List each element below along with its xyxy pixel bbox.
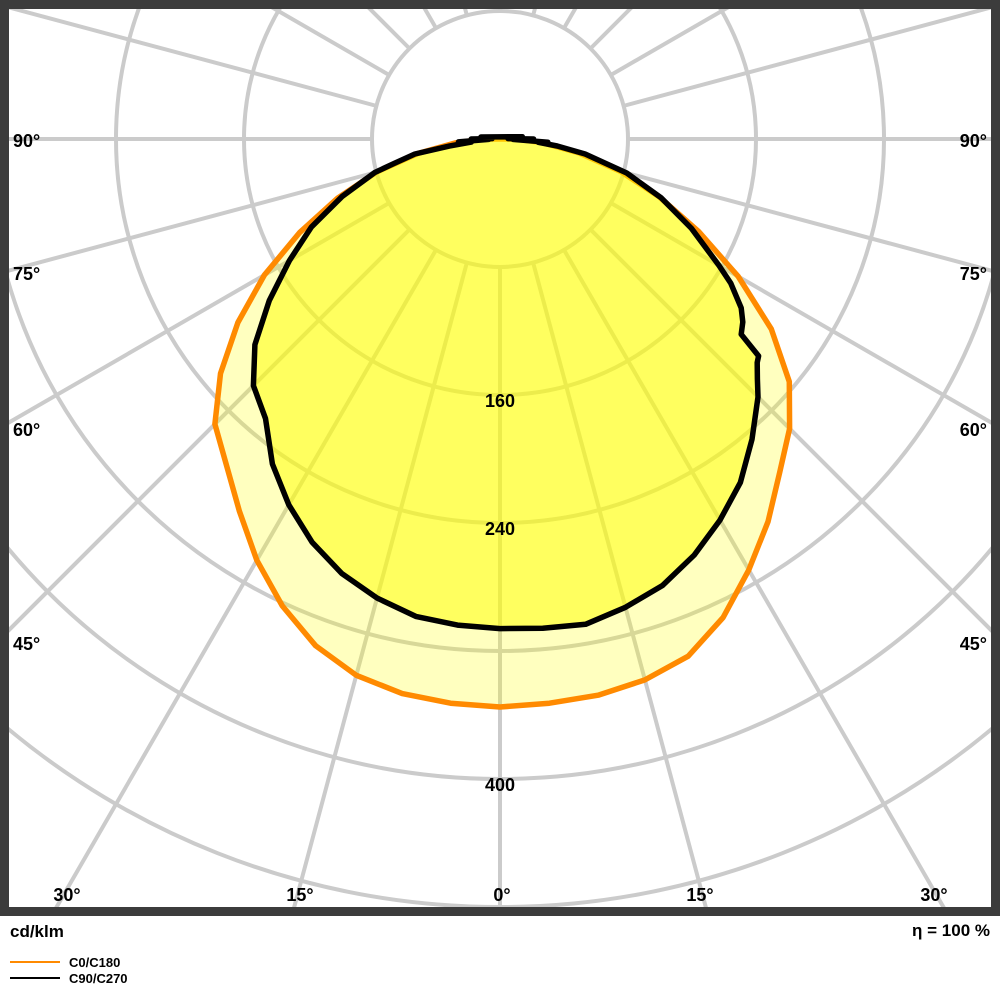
legend-label-c0-c180: C0/C180: [69, 954, 121, 970]
efficiency-label: η = 100 %: [912, 921, 990, 940]
grid-radial-line: [609, 201, 991, 425]
ring-value-label: 400: [485, 775, 515, 795]
ring-value-label: 160: [485, 391, 515, 411]
angle-label-right: 90°: [960, 131, 987, 151]
angle-label-left: 90°: [13, 131, 40, 151]
curves: [212, 133, 793, 710]
legend-item-c0-c180: C0/C180: [10, 954, 128, 970]
angle-label-bottom: 0°: [493, 885, 510, 905]
grid-radial-line: [609, 9, 730, 77]
angle-label-left: 60°: [13, 420, 40, 440]
legend-line-c0-c180: [10, 961, 60, 963]
chart-labels: 160 240 400 90° 90° 75° 75° 60° 60° 45° 45° 30° 15° 0…: [13, 131, 987, 905]
angle-label-left: 75°: [13, 264, 40, 284]
grid-radial-line: [9, 170, 377, 273]
legend-item-c90-c270: C90/C270: [10, 970, 128, 986]
angle-label-right: 60°: [960, 420, 987, 440]
chart-frame: [0, 0, 1000, 916]
legend-line-c90-c270: [10, 977, 60, 979]
grid-radial-line: [9, 201, 391, 425]
angle-label-bottom: 15°: [286, 885, 313, 905]
angle-label-bottom: 30°: [53, 885, 80, 905]
grid-radial-line: [623, 9, 991, 108]
angle-label-right: 45°: [960, 634, 987, 654]
grid-radial-line: [9, 9, 377, 108]
angle-label-bottom: 15°: [686, 885, 713, 905]
legend-label-c90-c270: C90/C270: [69, 970, 128, 986]
ring-value-label: 240: [485, 519, 515, 539]
grid-radial-line: [270, 9, 391, 77]
unit-label: cd/klm: [10, 922, 64, 941]
grid-radial-line: [623, 170, 991, 273]
angle-label-bottom: 30°: [920, 885, 947, 905]
angle-label-right: 75°: [960, 264, 987, 284]
curve-c90-c270: [250, 133, 762, 632]
angle-label-left: 45°: [13, 634, 40, 654]
legend: C0/C180 C90/C270: [10, 954, 128, 986]
